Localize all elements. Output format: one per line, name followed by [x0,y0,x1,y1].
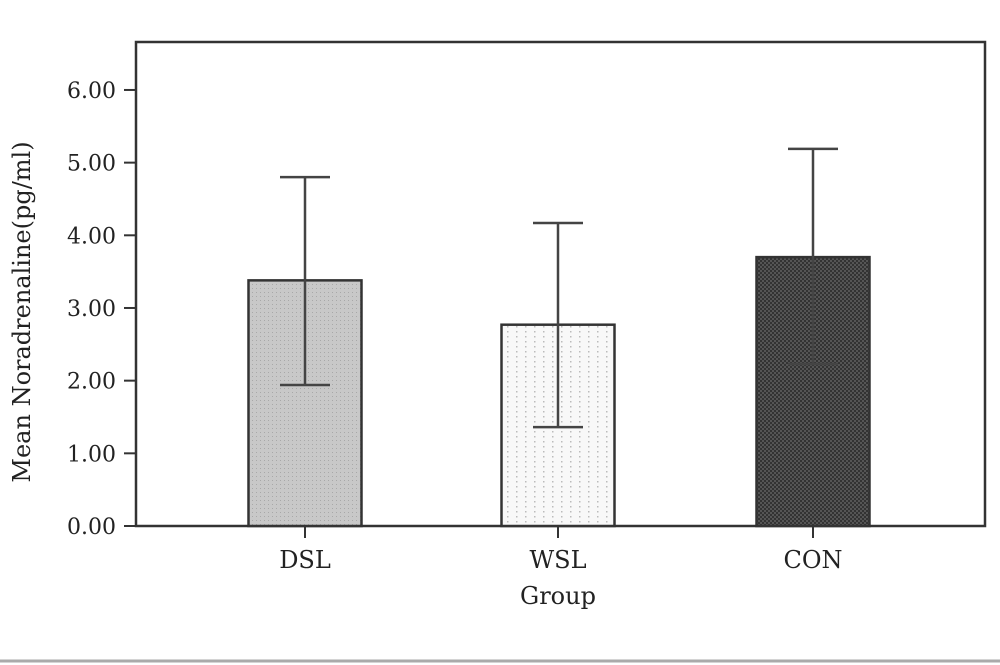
y-tick-label: 2.00 [67,370,116,395]
x-tick-label: WSL [529,546,586,574]
y-tick-label: 5.00 [67,152,116,177]
y-tick-label: 4.00 [67,224,116,249]
x-axis-label: Group [520,582,596,610]
y-tick-label: 3.00 [67,297,116,322]
y-tick-label: 0.00 [67,515,116,540]
y-tick-label: 1.00 [67,442,116,467]
y-tick-label: 6.00 [67,79,116,104]
x-tick-label: DSL [279,546,331,574]
x-tick-label: CON [783,546,842,574]
y-axis-label: Mean Noradrenaline(pg/ml) [8,141,36,482]
